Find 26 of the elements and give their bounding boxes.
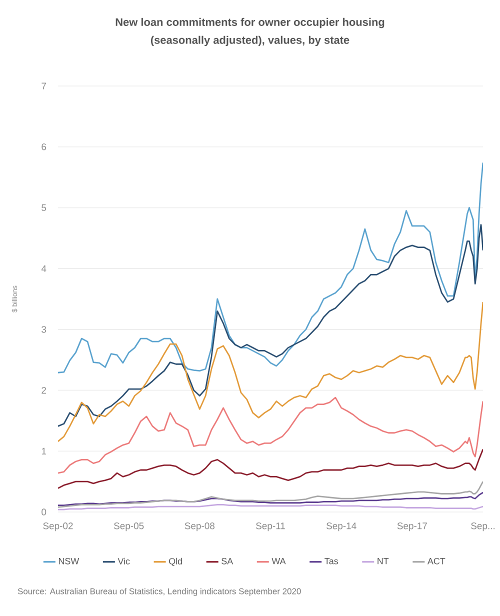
y-tick-label: 7 — [42, 82, 46, 90]
y-tick-label: 0 — [42, 508, 46, 516]
chart-title: New loan commitments for owner occupier housing (seasonally adjusted), values, by state — [116, 18, 384, 46]
legend-label: ACT — [427, 558, 446, 564]
x-tick-label: Sep-02 — [43, 522, 73, 532]
legend-label: Qld — [169, 558, 182, 566]
legend-label: Tas — [324, 558, 338, 564]
y-tick-label: 1 — [42, 448, 46, 454]
x-tick-label: Sep-17 — [397, 522, 427, 532]
legend-label: NT — [378, 558, 389, 564]
x-tick-label: Sep... — [471, 522, 495, 532]
y-tick-label: 5 — [42, 204, 46, 212]
y-tick-label: 3 — [42, 326, 46, 333]
y-tick-label: 6 — [42, 144, 46, 150]
x-tick-label: Sep-11 — [256, 522, 285, 532]
line-series — [58, 301, 484, 442]
x-tick-label: Sep-05 — [114, 522, 144, 532]
source-note: Source: Australian Bureau of Statistics, Lending indicators September 2020 — [18, 588, 301, 596]
y-tick-label: 4 — [41, 265, 46, 272]
legend-label: Vic — [118, 558, 130, 564]
x-tick-label: Sep-08 — [184, 522, 215, 532]
legend-label: NSW — [58, 558, 80, 564]
legend-label: SA — [222, 558, 234, 564]
legend-label: WA — [272, 558, 286, 564]
y-tick-label: 2 — [42, 386, 46, 394]
x-tick-label: Sep-14 — [326, 522, 356, 532]
